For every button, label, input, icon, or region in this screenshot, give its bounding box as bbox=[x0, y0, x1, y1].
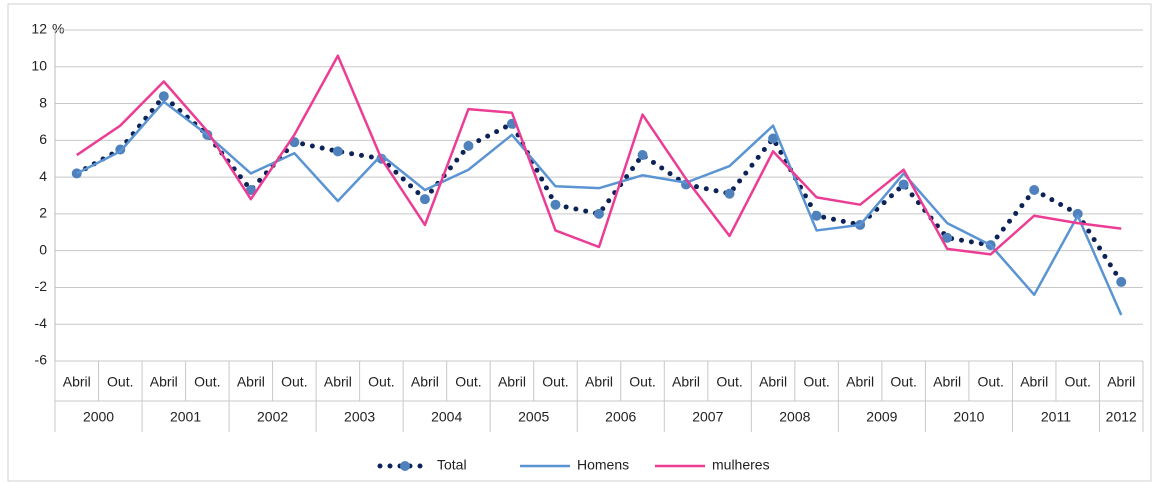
marker bbox=[1029, 184, 1040, 195]
x-tick-label: Out. bbox=[542, 374, 568, 390]
x-group-label: 2007 bbox=[692, 409, 723, 425]
marker bbox=[1072, 208, 1083, 219]
marker bbox=[419, 194, 430, 205]
x-group-label: 2009 bbox=[866, 409, 897, 425]
x-group-label: 2003 bbox=[344, 409, 375, 425]
x-tick-label: Abril bbox=[846, 374, 874, 390]
x-tick-label: Out. bbox=[455, 374, 481, 390]
x-tick-label: Out. bbox=[977, 374, 1003, 390]
x-tick-label: Out. bbox=[803, 374, 829, 390]
marker bbox=[332, 146, 343, 157]
marker bbox=[811, 210, 822, 221]
series-line bbox=[76, 100, 1123, 316]
x-group-label: 2008 bbox=[779, 409, 810, 425]
legend-marker bbox=[400, 461, 410, 471]
x-tick-label: Out. bbox=[194, 374, 220, 390]
chart-border bbox=[7, 3, 1152, 482]
x-tick-label: Out. bbox=[1064, 374, 1090, 390]
x-group-label: 2001 bbox=[170, 409, 201, 425]
legend-label: Total bbox=[437, 457, 467, 473]
x-tick-label: Out. bbox=[890, 374, 916, 390]
y-tick-label: 4 bbox=[39, 168, 47, 184]
marker bbox=[637, 150, 648, 161]
y-unit: % bbox=[52, 21, 64, 37]
marker bbox=[768, 133, 779, 144]
legend-label: mulheres bbox=[712, 457, 770, 473]
x-tick-label: Abril bbox=[411, 374, 439, 390]
x-tick-label: Out. bbox=[281, 374, 307, 390]
y-tick-label: 10 bbox=[31, 57, 47, 73]
x-group-label: 2011 bbox=[1041, 409, 1071, 425]
marker bbox=[942, 232, 953, 243]
marker bbox=[724, 188, 735, 199]
series-line bbox=[76, 54, 1122, 256]
x-group-label: 2002 bbox=[257, 409, 288, 425]
x-tick-label: Abril bbox=[237, 374, 265, 390]
x-tick-label: Abril bbox=[1107, 374, 1135, 390]
y-tick-label: 8 bbox=[39, 94, 47, 110]
x-tick-label: Abril bbox=[324, 374, 352, 390]
x-tick-label: Out. bbox=[716, 374, 742, 390]
x-tick-label: Out. bbox=[629, 374, 655, 390]
x-tick-label: Abril bbox=[933, 374, 961, 390]
x-tick-label: Abril bbox=[1020, 374, 1048, 390]
x-tick-label: Abril bbox=[585, 374, 613, 390]
marker bbox=[594, 208, 604, 219]
marker bbox=[898, 179, 909, 190]
x-group-label: 2005 bbox=[518, 409, 549, 425]
x-tick-label: Out. bbox=[368, 374, 394, 390]
x-tick-label: Abril bbox=[672, 374, 700, 390]
y-tick-label: 12 bbox=[31, 21, 47, 37]
x-tick-label: Abril bbox=[150, 374, 178, 390]
x-tick-label: Out. bbox=[107, 374, 133, 390]
marker bbox=[158, 91, 169, 102]
y-tick-label: -4 bbox=[35, 315, 48, 331]
marker bbox=[245, 184, 256, 195]
marker bbox=[550, 199, 561, 210]
x-group-label: 2000 bbox=[83, 409, 114, 425]
y-tick-label: 6 bbox=[39, 131, 47, 147]
x-tick-label: Abril bbox=[63, 374, 91, 390]
legend-label: Homens bbox=[577, 457, 629, 473]
y-tick-label: 0 bbox=[39, 241, 47, 257]
marker bbox=[463, 140, 474, 151]
x-group-label: 2006 bbox=[605, 409, 636, 425]
y-tick-label: 2 bbox=[39, 205, 47, 221]
x-tick-label: Abril bbox=[759, 374, 787, 390]
marker bbox=[1116, 276, 1127, 287]
x-group-label: 2010 bbox=[953, 409, 984, 425]
y-tick-label: -6 bbox=[35, 352, 48, 368]
x-group-label: 2012 bbox=[1106, 409, 1137, 425]
y-tick-label: -2 bbox=[35, 278, 48, 294]
x-group-label: 2004 bbox=[431, 409, 462, 425]
x-tick-label: Abril bbox=[498, 374, 526, 390]
